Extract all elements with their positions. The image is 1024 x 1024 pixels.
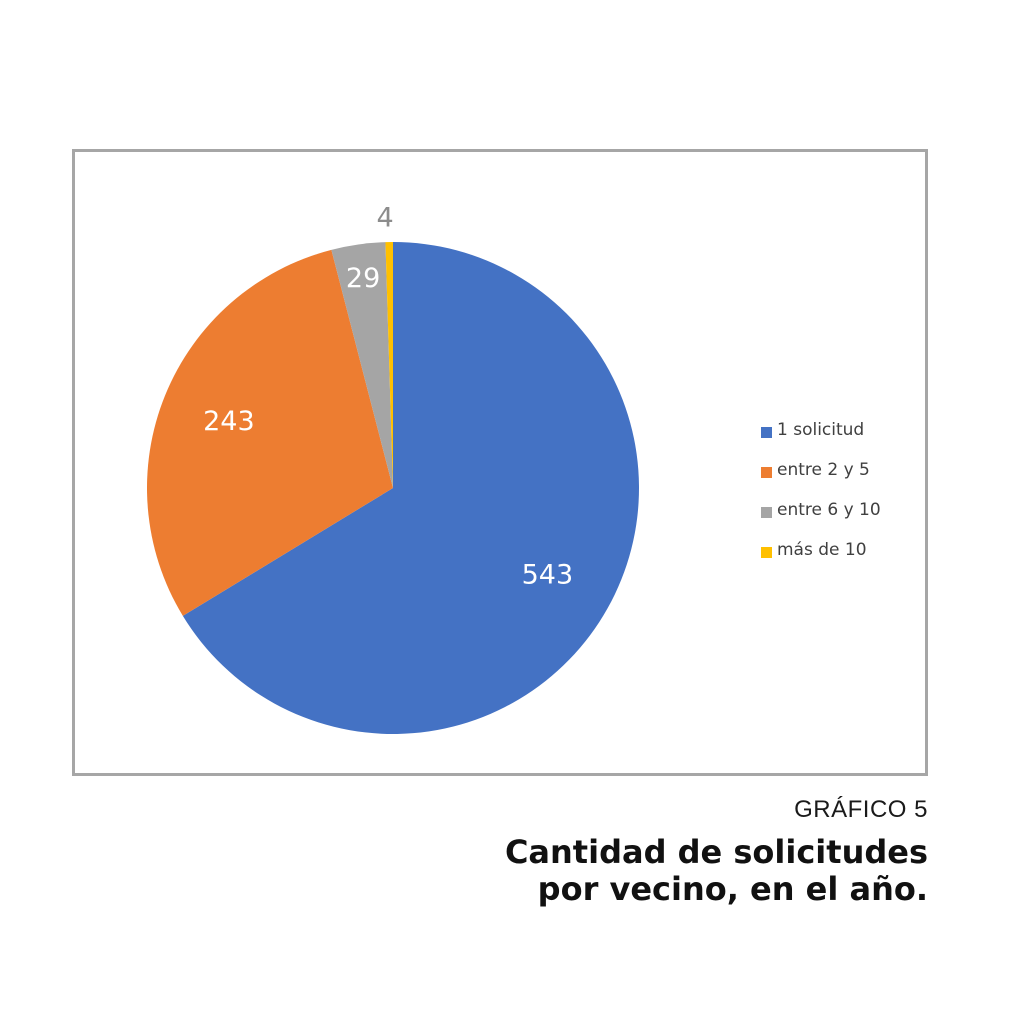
legend-item-entre-6-y-10: entre 6 y 10 (761, 490, 881, 530)
legend: 1 solicitud entre 2 y 5 entre 6 y 10 más… (761, 410, 881, 570)
legend-item-1-solicitud: 1 solicitud (761, 410, 881, 450)
data-label-entre-2-y-5: 243 (203, 406, 255, 437)
pie-slice-mas-de-10 (385, 242, 393, 488)
data-label-1-solicitud: 543 (522, 559, 574, 590)
data-label-entre-6-y-10: 29 (346, 263, 380, 294)
pie-slice-1-solicitud (182, 242, 639, 734)
chart-title-line-2: por vecino, en el año. (537, 870, 928, 908)
chart-caption: GRÁFICO 5 Cantidad de solicitudes por ve… (505, 796, 928, 908)
legend-swatch-1-solicitud (761, 426, 772, 438)
legend-swatch-entre-2-y-5 (761, 466, 772, 478)
legend-label-mas-de-10: más de 10 (777, 540, 867, 560)
legend-label-entre-6-y-10: entre 6 y 10 (777, 500, 881, 520)
chart-title: Cantidad de solicitudes por vecino, en e… (505, 834, 928, 908)
chart-frame: 543 243 29 4 1 solicitud entre 2 y 5 entre … (72, 149, 928, 776)
pie-slice-entre-2-y-5 (147, 249, 393, 616)
legend-label-entre-2-y-5: entre 2 y 5 (777, 460, 870, 480)
data-label-mas-de-10: 4 (376, 203, 393, 234)
pie-chart: 543 243 29 4 (147, 203, 639, 734)
legend-swatch-entre-6-y-10 (761, 506, 772, 518)
legend-swatch-mas-de-10 (761, 546, 772, 558)
pie-slice-entre-6-y-10 (331, 242, 393, 488)
chart-title-line-1: Cantidad de solicitudes (504, 833, 928, 871)
chart-number: GRÁFICO 5 (794, 796, 928, 823)
legend-item-mas-de-10: más de 10 (761, 530, 881, 570)
legend-item-entre-2-y-5: entre 2 y 5 (761, 450, 881, 490)
legend-label-1-solicitud: 1 solicitud (777, 420, 865, 440)
